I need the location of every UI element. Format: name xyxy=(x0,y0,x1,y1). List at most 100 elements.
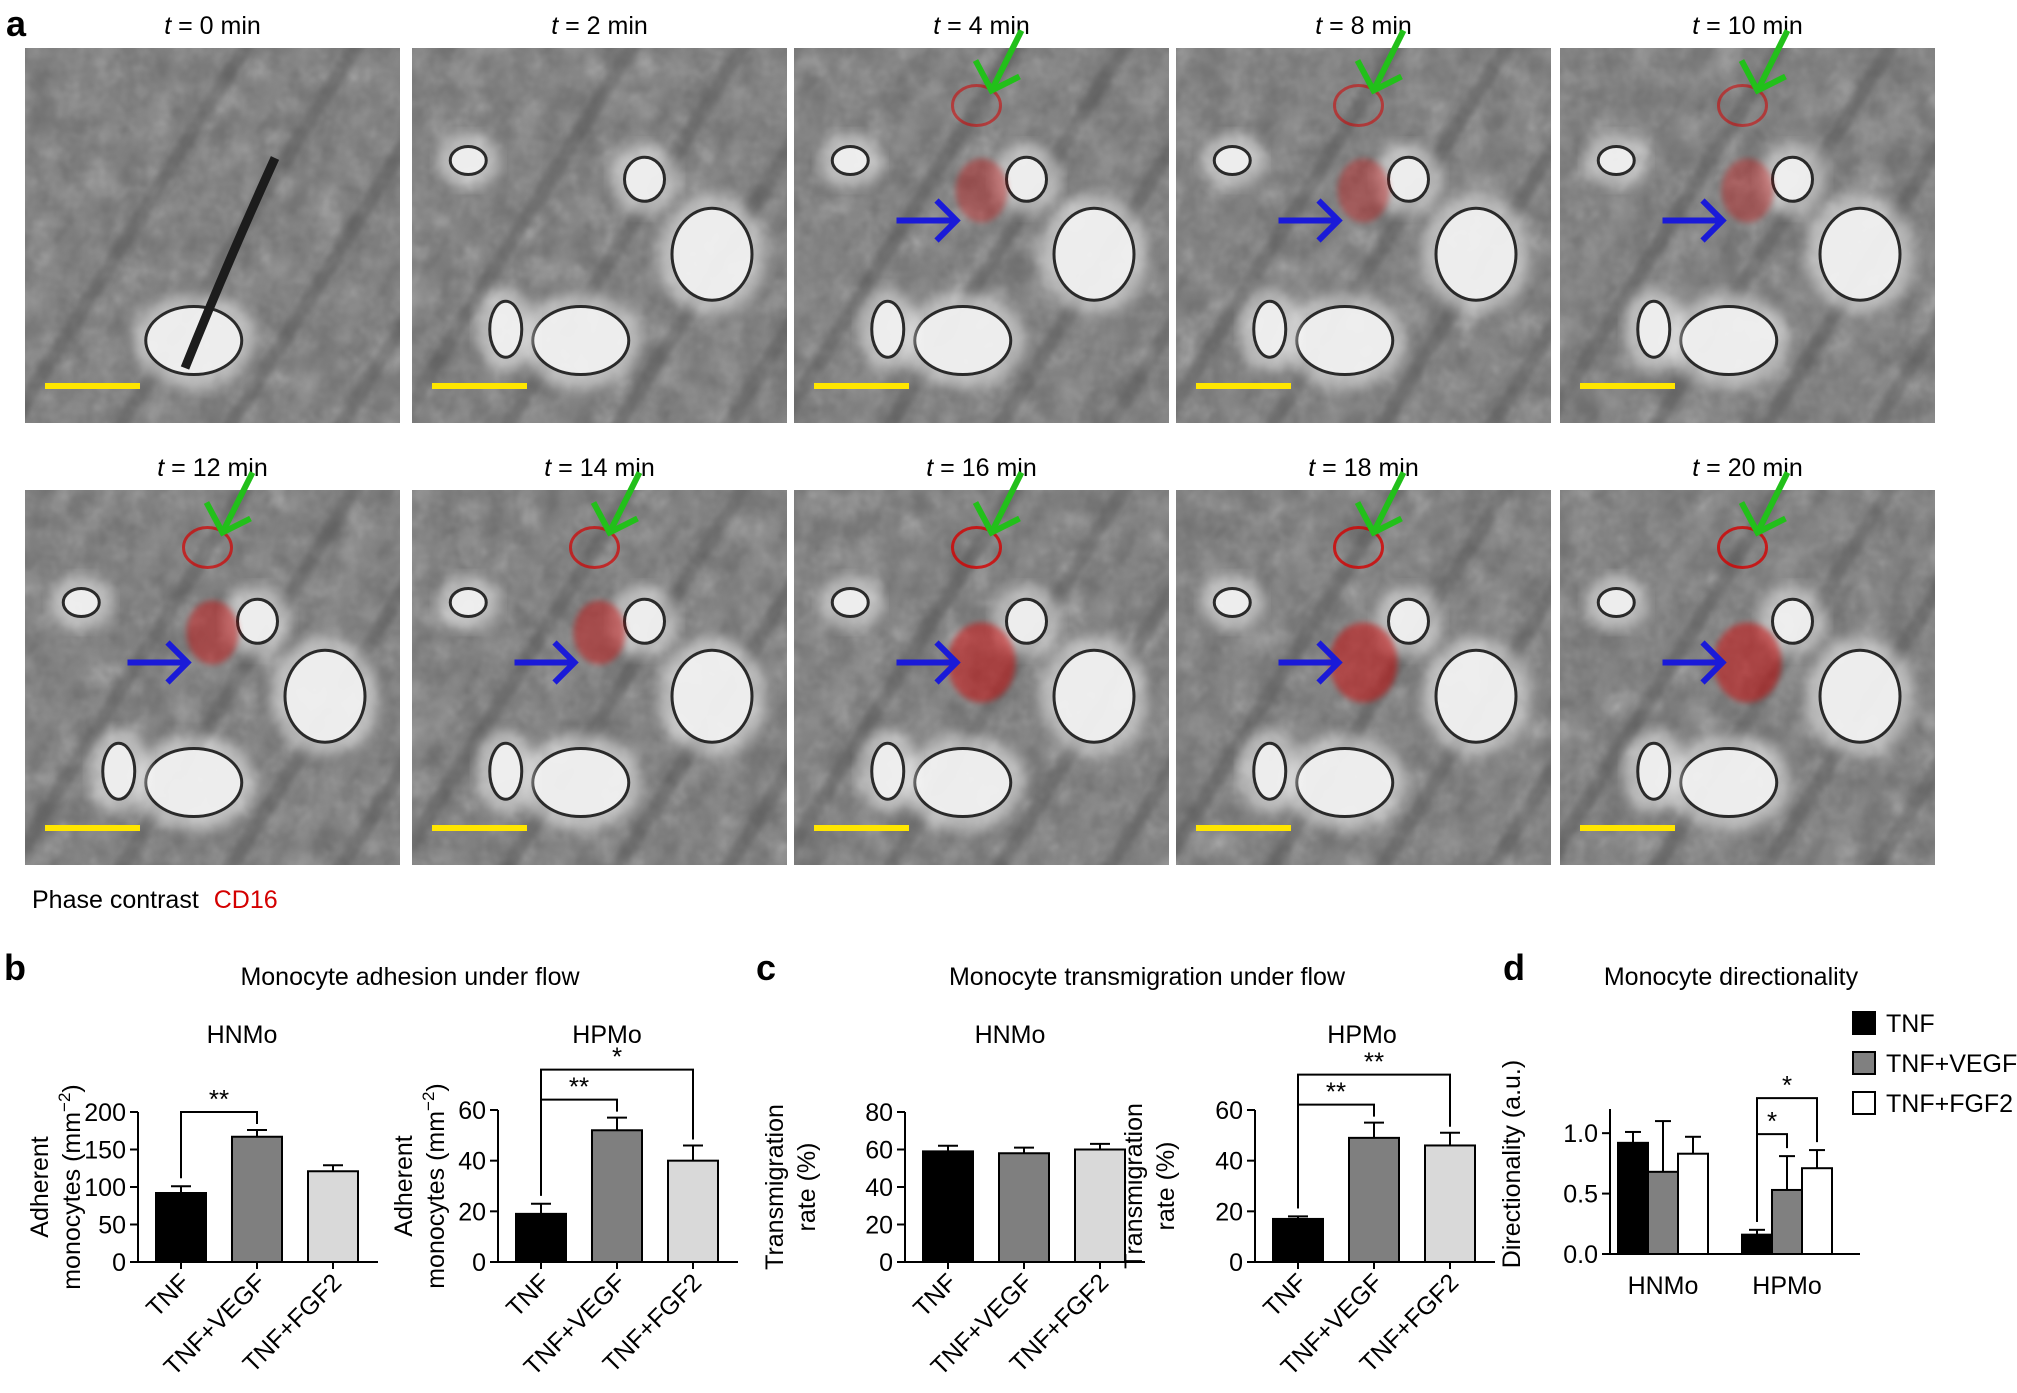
frame-time-italic: t xyxy=(164,12,172,40)
chart-title: HNMo xyxy=(975,1021,1046,1049)
microscopy-frame: t = 18 min xyxy=(1176,454,1551,865)
microscopy-frame: t = 14 min xyxy=(412,454,787,865)
significance-label: ** xyxy=(1364,1047,1384,1077)
frame-streak xyxy=(59,48,308,423)
significance-label: ** xyxy=(1326,1077,1346,1107)
blue-arrow-head xyxy=(934,198,961,243)
cell-body xyxy=(1212,587,1252,618)
cell-body xyxy=(1052,648,1136,744)
frame-streak xyxy=(1176,48,1349,328)
frame-streak xyxy=(224,138,400,423)
scale-bar xyxy=(1580,825,1675,831)
frame-streak xyxy=(1485,758,1551,865)
frame-time-label: t = 2 min xyxy=(551,12,648,40)
section-title: Monocyte directionality xyxy=(1604,963,1859,991)
blue-arrow-head xyxy=(165,640,192,685)
green-arrow-shaft xyxy=(1370,29,1407,92)
blue-arrow-head xyxy=(1316,640,1343,685)
frame-streak xyxy=(794,490,967,770)
bar xyxy=(231,1135,283,1263)
bar xyxy=(1617,1141,1649,1256)
y-tick-label: 0.0 xyxy=(1563,1241,1598,1269)
green-arrow-head xyxy=(1354,501,1403,537)
frame-time-label: t = 10 min xyxy=(1692,12,1802,40)
frame-image xyxy=(794,490,1169,865)
x-tick-label: HNMo xyxy=(1628,1272,1699,1300)
frame-time-italic: t xyxy=(551,12,559,40)
y-tick-label: 50 xyxy=(98,1212,126,1240)
frame-streak xyxy=(721,758,787,865)
bar xyxy=(998,1152,1050,1263)
cell-body xyxy=(1295,747,1395,818)
bar-chart: Monocyte transmigration under flow HNMo 0 2… xyxy=(761,963,1346,1381)
x-tick-label: TNF xyxy=(501,1268,555,1322)
cd16-ring xyxy=(951,84,1002,127)
cd16-signal xyxy=(573,600,626,665)
bar xyxy=(155,1192,207,1263)
y-tick-label: 0 xyxy=(879,1249,893,1277)
cell-body xyxy=(1295,305,1395,376)
bar xyxy=(1741,1233,1773,1255)
cell-body xyxy=(1636,299,1672,359)
microscopy-frame: t = 2 min xyxy=(412,12,787,423)
x-tick-label: TNF xyxy=(141,1268,195,1322)
frame-streak xyxy=(828,48,1077,423)
frame-streak xyxy=(1560,490,1788,858)
frame-streak xyxy=(1560,490,1733,770)
significance-label: * xyxy=(1767,1106,1777,1136)
significance-bracket xyxy=(1756,1097,1818,1222)
green-arrow-shaft xyxy=(219,471,256,534)
cell-body xyxy=(1818,648,1902,744)
cd16-ring xyxy=(951,526,1002,569)
section-title: Monocyte adhesion under flow xyxy=(240,963,580,991)
y-axis-label-sup: −2 xyxy=(419,1092,438,1111)
frame-streak xyxy=(794,48,1022,416)
cell-body xyxy=(670,206,754,302)
chart-title: HNMo xyxy=(207,1021,278,1049)
blue-arrow-head xyxy=(552,640,579,685)
cell-body xyxy=(830,587,870,618)
frame-streak xyxy=(1210,48,1459,423)
bar xyxy=(1801,1167,1833,1256)
frame-streak xyxy=(1430,227,1551,423)
frame-time-italic: t xyxy=(1692,454,1700,482)
y-tick-label: 40 xyxy=(865,1174,893,1202)
frame-streak xyxy=(794,48,967,328)
panel-letter-c: c xyxy=(756,947,776,988)
scale-bar xyxy=(1196,383,1291,389)
microscopy-frame: t = 8 min xyxy=(1176,12,1551,423)
blue-arrow-head xyxy=(1700,198,1727,243)
frame-streak xyxy=(666,227,787,423)
cell-body xyxy=(623,155,666,203)
green-arrow-shaft xyxy=(1754,471,1791,534)
cell-body xyxy=(1434,648,1518,744)
frame-image xyxy=(25,490,400,865)
cell-body xyxy=(1005,155,1048,203)
y-tick-label: 60 xyxy=(865,1137,893,1165)
bar xyxy=(1647,1170,1679,1256)
y-axis-label-line: Transmigration xyxy=(1120,1103,1148,1269)
cell-body xyxy=(1252,741,1288,801)
frame-streak xyxy=(1176,490,1404,858)
cell-body xyxy=(1434,206,1518,302)
frame-streak xyxy=(25,490,198,770)
frame-time-italic: t xyxy=(157,454,165,482)
significance-label: ** xyxy=(209,1084,229,1114)
frame-image xyxy=(412,490,787,865)
frame-streak xyxy=(334,758,400,865)
frame-streak xyxy=(1048,669,1169,865)
green-arrow-shaft xyxy=(988,29,1025,92)
frame-streak xyxy=(1560,48,1733,328)
frame-time-italic: t xyxy=(544,454,552,482)
cd16-ring xyxy=(1717,84,1768,127)
y-tick-label: 40 xyxy=(1215,1148,1243,1176)
frame-streak xyxy=(1814,227,1935,423)
cell-body xyxy=(1771,597,1814,645)
x-tick-label: HPMo xyxy=(1752,1272,1821,1300)
green-arrow-head xyxy=(1738,501,1787,537)
cell-body xyxy=(670,648,754,744)
y-tick-label: 20 xyxy=(458,1198,486,1226)
y-axis-label-line: Adherent xyxy=(390,1135,418,1237)
y-axis-label-sup: −2 xyxy=(55,1093,74,1112)
